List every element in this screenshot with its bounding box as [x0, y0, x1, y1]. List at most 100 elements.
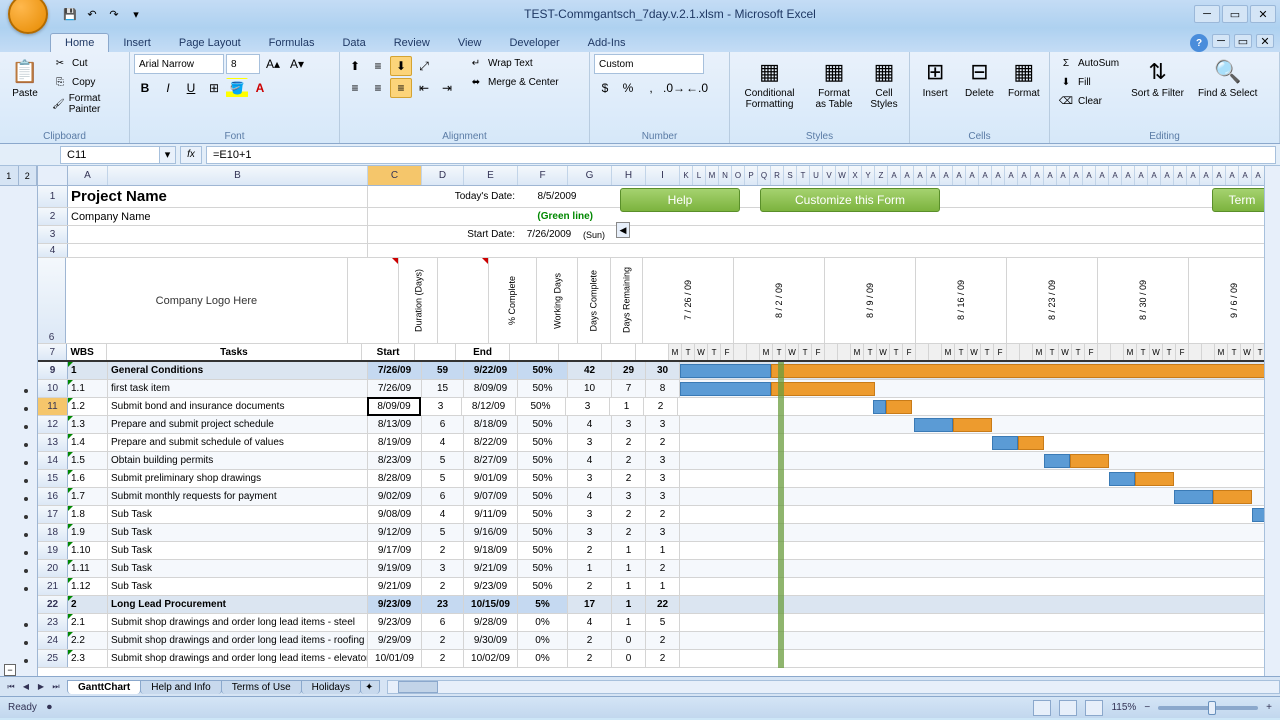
- qat-customize-icon[interactable]: ▾: [126, 4, 146, 24]
- decrease-indent-button[interactable]: ⇤: [413, 78, 435, 98]
- last-sheet-button[interactable]: ⏭: [49, 679, 63, 695]
- days-complete-cell[interactable]: 29: [612, 362, 646, 379]
- working-days-cell[interactable]: 3: [568, 434, 612, 451]
- logo-placeholder[interactable]: Company Logo Here: [66, 258, 347, 343]
- pct-cell[interactable]: 50%: [518, 578, 568, 595]
- working-days-cell[interactable]: 3: [568, 524, 612, 541]
- col-tiny[interactable]: L: [693, 166, 706, 185]
- merge-center-button[interactable]: ⬌Merge & Center: [464, 73, 563, 91]
- wbs-cell[interactable]: 1.5: [68, 452, 108, 469]
- working-days-cell[interactable]: 2: [568, 650, 612, 667]
- ribbon-close-icon[interactable]: ✕: [1256, 34, 1274, 48]
- duration-cell[interactable]: 2: [422, 650, 464, 667]
- working-days-cell[interactable]: 3: [568, 470, 612, 487]
- days-complete-cell[interactable]: 3: [612, 488, 646, 505]
- days-remaining-cell[interactable]: 1: [646, 542, 680, 559]
- row-num[interactable]: 11: [38, 398, 68, 415]
- col-tiny[interactable]: P: [745, 166, 758, 185]
- col-tiny[interactable]: U: [810, 166, 823, 185]
- end-cell[interactable]: 9/01/09: [464, 470, 518, 487]
- end-cell[interactable]: 9/16/09: [464, 524, 518, 541]
- row-num-2[interactable]: 2: [38, 208, 68, 225]
- working-days-cell[interactable]: 2: [568, 578, 612, 595]
- task-cell[interactable]: Long Lead Procurement: [108, 596, 368, 613]
- wbs-header[interactable]: WBS: [67, 344, 106, 360]
- cut-button[interactable]: ✂Cut: [48, 54, 125, 72]
- align-center-button[interactable]: ≡: [367, 78, 389, 98]
- start-cell[interactable]: 7/26/09: [368, 380, 422, 397]
- redo-icon[interactable]: ↷: [104, 4, 124, 24]
- shrink-font-button[interactable]: A▾: [286, 54, 308, 74]
- days-complete-cell[interactable]: 1: [612, 542, 646, 559]
- task-cell[interactable]: Submit preliminary shop drawings: [108, 470, 368, 487]
- start-cell[interactable]: 7/26/09: [368, 362, 422, 379]
- start-cell[interactable]: 9/12/09: [368, 524, 422, 541]
- row-num-4[interactable]: 4: [38, 244, 68, 257]
- col-tiny[interactable]: A: [1161, 166, 1174, 185]
- end-cell[interactable]: 8/22/09: [464, 434, 518, 451]
- wbs-cell[interactable]: 1.8: [68, 506, 108, 523]
- task-cell[interactable]: Submit shop drawings and order long lead…: [108, 650, 368, 667]
- normal-view-button[interactable]: [1033, 700, 1051, 716]
- col-tiny[interactable]: N: [719, 166, 732, 185]
- todays-date-value[interactable]: 8/5/2009: [518, 186, 596, 207]
- tab-home[interactable]: Home: [50, 33, 109, 52]
- days-complete-cell[interactable]: 2: [612, 434, 646, 451]
- col-tiny[interactable]: A: [901, 166, 914, 185]
- format-table-button[interactable]: ▦Format as Table: [807, 54, 861, 112]
- duration-cell[interactable]: 2: [422, 542, 464, 559]
- days-remaining-cell[interactable]: 3: [646, 524, 680, 541]
- pct-cell[interactable]: 50%: [518, 416, 568, 433]
- pct-cell[interactable]: 50%: [518, 452, 568, 469]
- row-num-7[interactable]: 7: [38, 344, 67, 360]
- clear-button[interactable]: ⌫Clear: [1054, 92, 1123, 110]
- row-num-6[interactable]: 6: [38, 258, 66, 343]
- days-remaining-cell[interactable]: 8: [646, 380, 680, 397]
- help-button[interactable]: Help: [620, 188, 740, 212]
- company-name-cell[interactable]: Company Name: [68, 208, 368, 225]
- wbs-cell[interactable]: 2.1: [68, 614, 108, 631]
- pct-cell[interactable]: 50%: [518, 506, 568, 523]
- days-remaining-cell[interactable]: 2: [646, 506, 680, 523]
- task-cell[interactable]: Sub Task: [108, 506, 368, 523]
- paste-button[interactable]: 📋 Paste: [4, 54, 46, 101]
- days-complete-cell[interactable]: 3: [612, 416, 646, 433]
- cell-styles-button[interactable]: ▦Cell Styles: [863, 54, 905, 112]
- wrap-text-button[interactable]: ↵Wrap Text: [464, 54, 563, 72]
- orientation-button[interactable]: ⤢: [413, 56, 435, 76]
- task-cell[interactable]: Submit monthly requests for payment: [108, 488, 368, 505]
- start-cell[interactable]: 8/13/09: [368, 416, 422, 433]
- days-complete-cell[interactable]: 7: [612, 380, 646, 397]
- copy-button[interactable]: ⎘Copy: [48, 73, 125, 91]
- number-format-combo[interactable]: [594, 54, 704, 74]
- end-cell[interactable]: 9/30/09: [464, 632, 518, 649]
- row-num[interactable]: 25: [38, 650, 68, 667]
- first-sheet-button[interactable]: ⏮: [4, 679, 18, 695]
- pct-cell[interactable]: 50%: [518, 560, 568, 577]
- row-num[interactable]: 24: [38, 632, 68, 649]
- row-num[interactable]: 16: [38, 488, 68, 505]
- col-D[interactable]: D: [422, 166, 464, 185]
- task-cell[interactable]: Sub Task: [108, 578, 368, 595]
- working-days-cell[interactable]: 2: [568, 542, 612, 559]
- tab-developer[interactable]: Developer: [495, 34, 573, 52]
- wbs-cell[interactable]: 2.2: [68, 632, 108, 649]
- formula-input[interactable]: =E10+1: [206, 146, 1276, 164]
- start-cell[interactable]: 9/21/09: [368, 578, 422, 595]
- ribbon-restore-icon[interactable]: ▭: [1234, 34, 1252, 48]
- pct-cell[interactable]: 50%: [518, 470, 568, 487]
- working-days-cell[interactable]: 2: [568, 632, 612, 649]
- pct-cell[interactable]: 50%: [518, 542, 568, 559]
- end-cell[interactable]: 9/11/09: [464, 506, 518, 523]
- col-tiny[interactable]: X: [849, 166, 862, 185]
- wbs-cell[interactable]: 1.6: [68, 470, 108, 487]
- percent-button[interactable]: %: [617, 78, 639, 98]
- start-cell[interactable]: 8/28/09: [368, 470, 422, 487]
- days-remaining-cell[interactable]: 2: [646, 434, 680, 451]
- zoom-percent[interactable]: 115%: [1111, 702, 1136, 713]
- next-sheet-button[interactable]: ▶: [34, 679, 48, 695]
- align-right-button[interactable]: ≡: [390, 78, 412, 98]
- duration-cell[interactable]: 4: [422, 506, 464, 523]
- conditional-formatting-button[interactable]: ▦Conditional Formatting: [734, 54, 805, 112]
- days-complete-cell[interactable]: 1: [610, 398, 644, 415]
